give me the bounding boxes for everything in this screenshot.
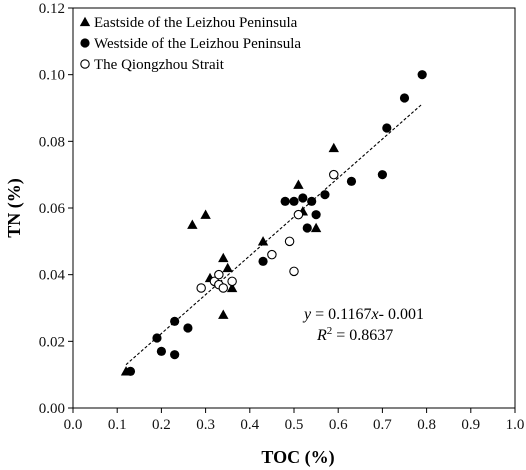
data-point-open-circle [284, 236, 295, 247]
data-point-filled-circle [170, 350, 180, 360]
y-tick-label: 0.02 [39, 334, 65, 350]
data-point-filled-circle [280, 196, 290, 206]
x-tick-label: 0.5 [285, 417, 304, 433]
data-point-open-circle [289, 266, 299, 277]
legend-marker-filled-circle [80, 38, 90, 48]
data-point-triangle [310, 222, 322, 233]
data-point-filled-circle [125, 366, 136, 376]
r-squared: R2 = 0.8637 [316, 325, 393, 344]
data-point-open-circle [196, 283, 206, 293]
data-point-filled-circle [382, 123, 392, 133]
x-tick-label: 0.1 [108, 417, 127, 433]
y-axis: 0.00 0.02 0.04 0.06 0.08 0.10 0.12 [39, 1, 73, 417]
data-point-open-circle [267, 249, 277, 260]
y-tick-label: 0.12 [39, 1, 65, 17]
x-tick-label: 0.7 [373, 417, 392, 433]
data-point-open-circle [329, 169, 339, 180]
equation-x: x [371, 306, 379, 323]
trendline-path [125, 103, 423, 366]
data-point-filled-circle [377, 170, 387, 180]
data-point-filled-circle [258, 256, 268, 266]
data-point-triangle [200, 209, 211, 219]
data-points [120, 70, 427, 376]
x-tick-label: 0.2 [152, 417, 171, 433]
legend-label: Eastside of the Leizhou Peninsula [94, 15, 298, 31]
data-point-triangle [218, 252, 229, 263]
y-tick-label: 0.04 [39, 268, 66, 284]
x-tick-label: 0.0 [64, 417, 83, 433]
data-point-filled-circle [302, 223, 312, 233]
equation-y: y [302, 306, 312, 323]
equation-slope: = 0.1167 [311, 306, 371, 323]
legend: Eastside of the Leizhou Peninsula Westsid… [79, 15, 301, 73]
data-point-filled-circle [298, 193, 308, 203]
data-point-filled-circle [417, 70, 427, 80]
y-tick-label: 0.10 [39, 68, 65, 84]
x-tick-label: 0.6 [329, 417, 348, 433]
data-point-filled-circle [156, 346, 166, 356]
data-point-open-circle [218, 283, 229, 293]
y-tick-label: 0.08 [39, 134, 65, 150]
x-tick-label: 0.9 [461, 417, 480, 433]
x-tick-label: 0.3 [196, 417, 215, 433]
data-point-triangle [218, 309, 229, 319]
data-point-triangle [222, 262, 233, 273]
data-point-filled-circle [346, 176, 357, 186]
regression-equation: y = 0.1167x- 0.001 [302, 306, 424, 323]
data-point-filled-circle [307, 196, 317, 206]
data-point-triangle [187, 219, 198, 229]
y-tick-label: 0.00 [39, 401, 65, 417]
data-point-open-circle [227, 276, 237, 287]
data-point-triangle [257, 236, 269, 246]
data-point-triangle [226, 282, 238, 293]
data-point-filled-circle [289, 196, 299, 206]
data-point-filled-circle [320, 190, 330, 200]
data-point-open-circle [214, 269, 224, 280]
data-point-filled-circle [152, 333, 162, 343]
data-point-triangle [293, 179, 304, 189]
data-point-filled-circle [170, 316, 180, 326]
equation-intercept: - 0.001 [379, 306, 424, 323]
legend-label: The Qiongzhou Strait [94, 57, 225, 73]
y-tick-label: 0.06 [39, 201, 66, 217]
r2-value: = 0.8637 [332, 327, 393, 344]
r2-label: R [316, 327, 327, 344]
legend-marker-open-circle [80, 59, 90, 69]
data-point-filled-circle [311, 210, 321, 220]
data-point-filled-circle [183, 323, 193, 333]
x-axis: 0.0 0.1 0.2 0.3 0.4 0.5 0.6 0.7 0.8 0.9 1.0 [64, 408, 525, 433]
x-tick-label: 0.4 [240, 417, 259, 433]
data-point-filled-circle [399, 93, 410, 103]
legend-marker-triangle [79, 16, 91, 27]
data-point-triangle [328, 142, 339, 153]
data-point-open-circle [293, 209, 304, 220]
r2-superscript: 2 [327, 325, 333, 337]
legend-label: Westside of the Leizhou Peninsula [94, 36, 301, 52]
x-tick-label: 0.8 [417, 417, 436, 433]
y-axis-title: TN (%) [4, 178, 25, 238]
x-tick-label: 1.0 [506, 417, 525, 433]
trendline [125, 103, 423, 366]
x-axis-title: TOC (%) [261, 447, 334, 468]
